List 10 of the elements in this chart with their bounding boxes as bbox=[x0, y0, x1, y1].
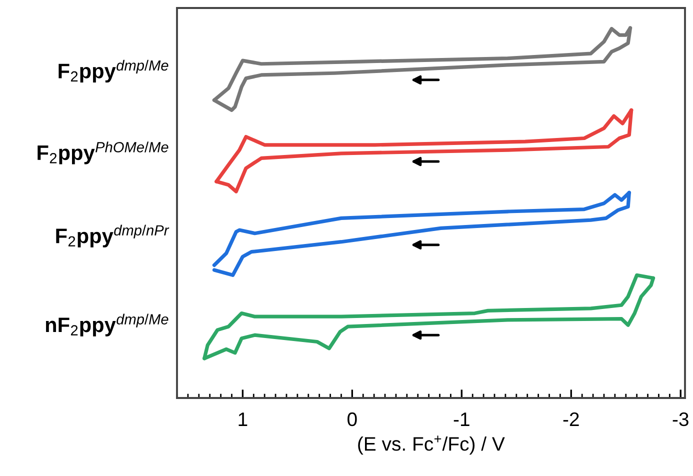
x-tick-label: 0 bbox=[348, 412, 357, 426]
text: F$_{2}$ppy$^{dmp/Me}$ bbox=[58, 60, 168, 83]
x-tick-label: -1 bbox=[454, 412, 470, 426]
x-tick-label: -2 bbox=[563, 412, 579, 426]
series-label: nF$_{2}$ppy$^{dmp/Me}$ bbox=[46, 314, 168, 336]
x-tick-label: -3 bbox=[672, 412, 688, 426]
x-axis-title: (E vs. Fc$^{+}$/Fc) / V bbox=[358, 436, 505, 455]
text: F$_{2}$ppy$^{dmp/nPr}$ bbox=[56, 224, 170, 248]
x-tick-label: 1 bbox=[238, 412, 248, 426]
text: F$_{2}$ppy$^{PhOMe/Me}$ bbox=[38, 142, 168, 164]
